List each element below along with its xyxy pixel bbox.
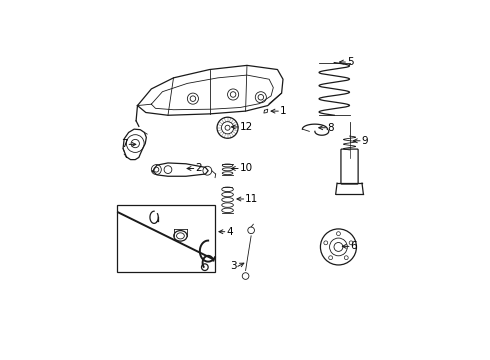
- Text: 7: 7: [121, 139, 128, 149]
- Text: 10: 10: [240, 163, 253, 174]
- Text: 2: 2: [195, 163, 202, 174]
- Text: 4: 4: [226, 227, 233, 237]
- Text: 1: 1: [280, 106, 286, 116]
- Text: 12: 12: [240, 122, 253, 132]
- Text: 9: 9: [362, 136, 368, 146]
- Text: 6: 6: [350, 242, 357, 251]
- Bar: [117, 205, 215, 272]
- Text: 8: 8: [327, 123, 333, 133]
- Text: 11: 11: [245, 194, 258, 204]
- Text: 3: 3: [230, 261, 237, 271]
- Text: 5: 5: [347, 57, 353, 67]
